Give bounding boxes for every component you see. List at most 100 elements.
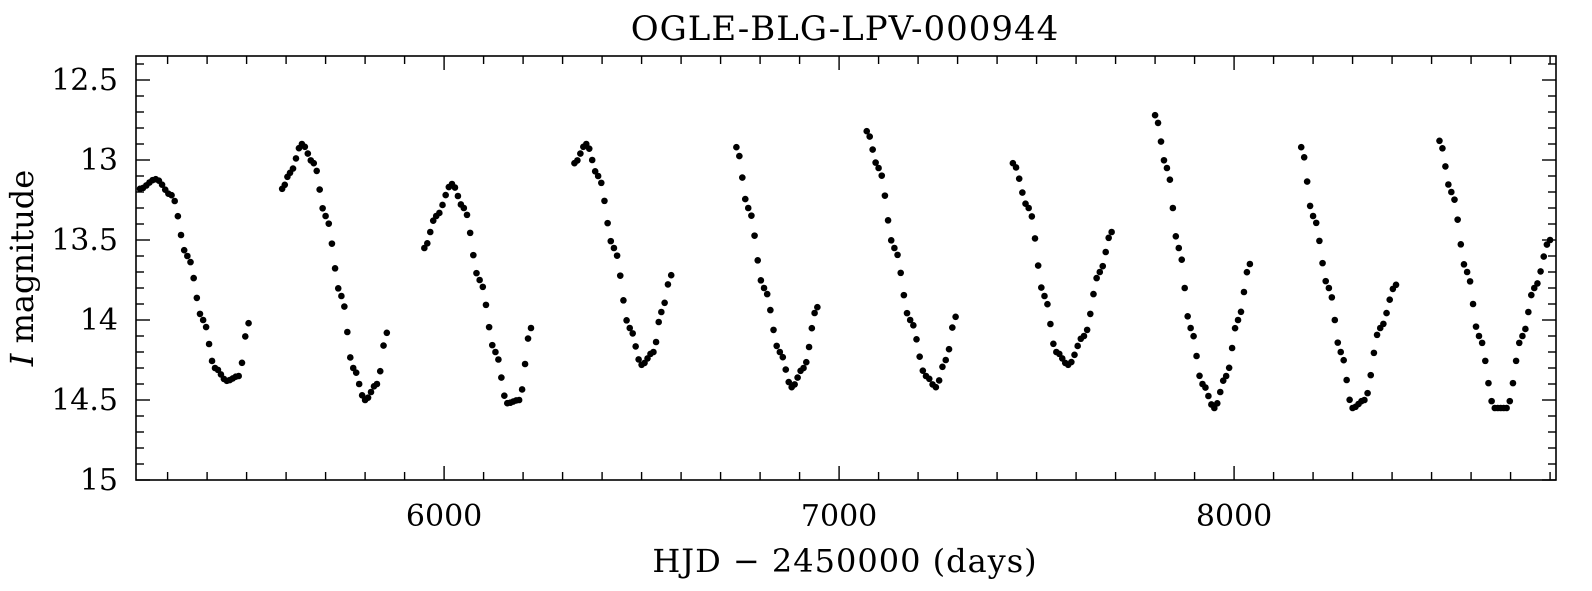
data-point <box>1540 253 1548 260</box>
data-point <box>900 291 908 299</box>
data-point <box>594 172 602 180</box>
data-point <box>949 324 956 331</box>
data-point <box>1190 332 1197 340</box>
data-point <box>1442 163 1449 170</box>
data-point <box>1093 274 1100 282</box>
data-point <box>518 386 526 393</box>
data-point <box>894 251 901 259</box>
data-point <box>524 335 532 342</box>
data-point <box>1187 324 1194 332</box>
data-point <box>380 342 387 349</box>
data-point <box>476 276 483 284</box>
data-point <box>1231 324 1239 332</box>
data-point <box>1025 204 1032 212</box>
data-point <box>1184 312 1191 320</box>
data-point <box>208 357 216 365</box>
data-point <box>1196 372 1203 380</box>
data-point <box>767 306 774 314</box>
data-point <box>1071 351 1078 359</box>
data-point <box>180 246 188 254</box>
data-point <box>158 181 166 189</box>
data-point <box>1457 241 1465 248</box>
data-point <box>367 388 375 396</box>
data-point <box>598 179 605 187</box>
data-point <box>591 168 599 175</box>
data-point <box>1478 339 1486 347</box>
data-point <box>952 313 959 321</box>
y-tick-label: 14.5 <box>51 383 118 418</box>
data-point <box>1312 219 1320 227</box>
data-point <box>1451 196 1458 203</box>
data-point <box>658 308 665 316</box>
data-points <box>136 111 1554 412</box>
axis-ticks <box>136 56 1556 481</box>
data-point <box>1096 268 1104 276</box>
data-point <box>1228 344 1236 352</box>
data-point <box>1386 296 1394 304</box>
data-point <box>1475 332 1483 340</box>
data-point <box>1460 261 1468 268</box>
data-point <box>919 367 927 374</box>
data-point <box>1083 326 1091 334</box>
data-point <box>760 284 768 292</box>
data-point <box>881 192 889 199</box>
data-point <box>1031 235 1039 242</box>
data-point <box>1509 379 1517 387</box>
data-point <box>763 290 771 298</box>
data-point <box>1519 332 1526 340</box>
data-point <box>482 301 490 309</box>
data-point <box>623 317 630 324</box>
data-point <box>1512 357 1520 365</box>
data-point <box>501 392 508 400</box>
data-point <box>202 323 210 331</box>
data-point <box>238 359 246 367</box>
data-point <box>785 378 793 386</box>
data-point <box>604 219 611 227</box>
data-point <box>869 146 876 153</box>
data-point <box>1346 396 1353 404</box>
data-point <box>1175 244 1183 252</box>
data-point <box>325 220 333 227</box>
data-point <box>1515 339 1523 347</box>
data-point <box>527 324 535 332</box>
data-point <box>358 392 366 399</box>
data-point <box>1454 216 1461 223</box>
data-point <box>1044 300 1051 308</box>
data-point <box>1373 331 1381 339</box>
data-point <box>346 354 354 361</box>
data-point <box>773 342 780 350</box>
data-point <box>661 299 668 307</box>
data-point <box>1240 288 1248 296</box>
data-point <box>875 164 882 172</box>
data-point <box>1222 372 1230 380</box>
data-point <box>373 380 381 388</box>
data-point <box>1225 364 1233 372</box>
data-point <box>1463 268 1471 276</box>
data-point <box>319 204 326 212</box>
data-point <box>199 316 207 324</box>
data-point <box>664 281 672 288</box>
data-point <box>1019 189 1026 196</box>
data-point <box>492 348 499 356</box>
data-point <box>1169 204 1177 212</box>
data-point <box>916 353 923 360</box>
data-point <box>585 145 593 152</box>
data-point <box>751 232 758 239</box>
data-point <box>442 191 449 199</box>
data-point <box>1528 291 1535 299</box>
data-point <box>925 375 933 383</box>
data-point <box>805 343 813 351</box>
data-point <box>190 274 197 282</box>
data-point <box>1537 268 1544 275</box>
data-point <box>1309 212 1317 220</box>
data-point <box>187 258 194 266</box>
data-point <box>935 377 943 384</box>
data-point <box>184 252 191 260</box>
data-point <box>1012 164 1020 171</box>
data-point <box>1205 392 1212 400</box>
data-point <box>577 150 584 157</box>
data-point <box>473 269 480 277</box>
data-point <box>429 217 437 224</box>
data-point <box>1246 260 1254 268</box>
